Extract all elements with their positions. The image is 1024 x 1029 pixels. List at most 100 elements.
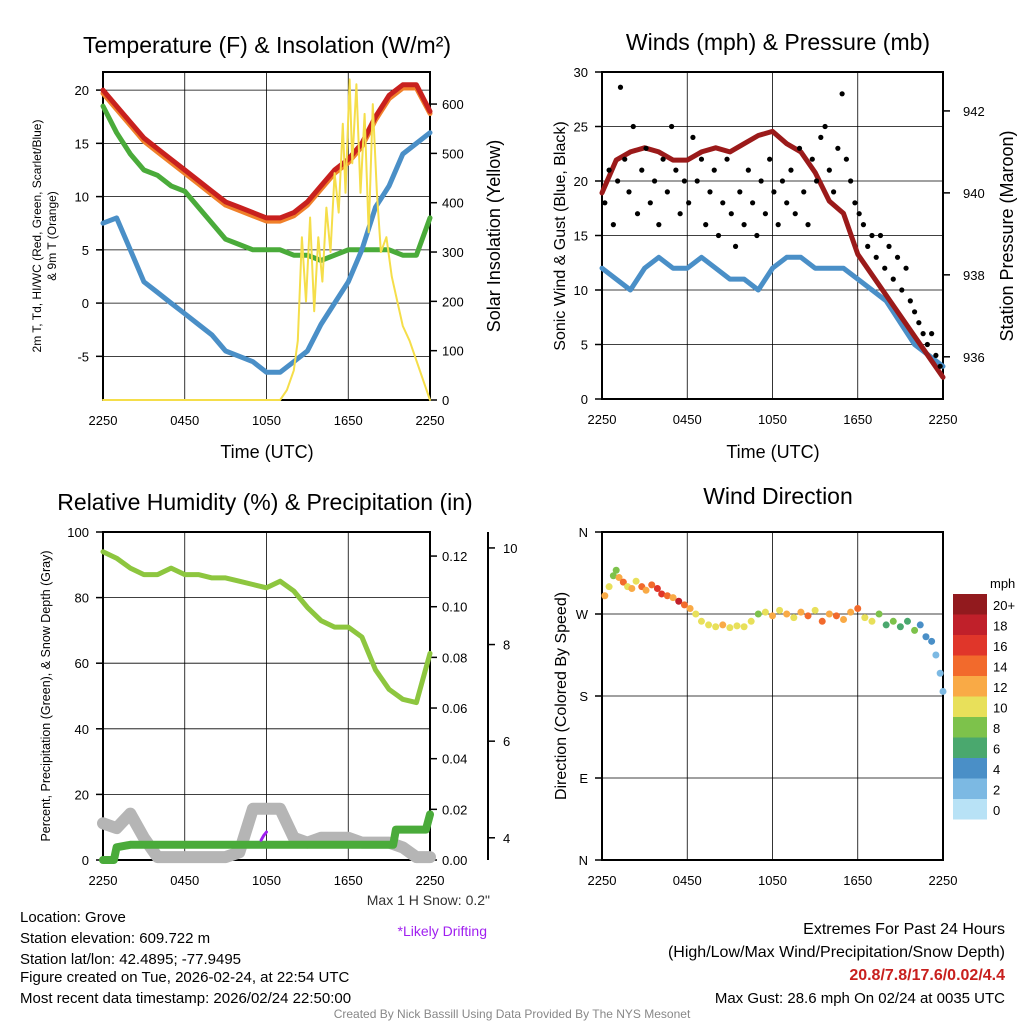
gust-point: [673, 167, 679, 173]
gust-point: [634, 211, 641, 217]
legend-swatch: [953, 676, 987, 697]
x-tick-label: 0450: [170, 413, 199, 428]
x-tick-label: 0450: [673, 873, 702, 888]
gust-point: [856, 211, 862, 217]
direction-point: [705, 621, 713, 629]
x-tick-label: 2250: [416, 413, 445, 428]
gust-point: [610, 222, 616, 228]
x-tick-label: 1050: [758, 412, 787, 427]
y-tick-label: N: [579, 853, 588, 868]
y-tick-label: -5: [77, 349, 89, 364]
direction-point: [916, 621, 924, 629]
direction-point: [669, 594, 677, 602]
gust-point: [907, 298, 913, 304]
gust-point: [924, 341, 930, 348]
legend-label: 10: [993, 701, 1007, 716]
direction-point: [680, 601, 688, 609]
gust-point: [929, 331, 935, 337]
gust-point: [711, 167, 717, 173]
x-tick-label: 1650: [843, 873, 872, 888]
credit-text: Created By Nick Bassill Using Data Provi…: [334, 1007, 691, 1021]
direction-point: [697, 617, 705, 625]
gust-point: [643, 145, 649, 151]
direction-point: [922, 633, 930, 641]
y2-tick-label: 0.04: [442, 752, 467, 767]
relative-humidity-line: [100, 549, 433, 706]
x-tick-label: 1050: [252, 873, 281, 888]
gust-point: [886, 243, 892, 249]
gust-point: [792, 211, 798, 217]
legend-swatch: [953, 737, 987, 758]
rh-y-label: Percent, Precipitation (Green), & Snow D…: [39, 550, 53, 841]
gust-point: [715, 232, 722, 239]
direction-point: [648, 581, 656, 589]
legend-swatch: [953, 758, 987, 779]
max-gust-text: Max Gust: 28.6 mph On 02/24 at 0035 UTC: [715, 990, 1005, 1007]
direction-point: [790, 614, 798, 622]
legend-swatch: [953, 717, 987, 738]
y2-tick-label: 400: [442, 196, 464, 211]
y2-tick-label: 0.08: [442, 650, 467, 665]
y-tick-label: S: [579, 689, 588, 704]
gust-point: [813, 178, 820, 184]
max-snow-annotation: Max 1 H Snow: 0.2": [367, 892, 490, 908]
gust-point: [903, 265, 909, 271]
gust-point: [622, 156, 628, 162]
direction-point: [825, 610, 833, 618]
likely-drifting-annotation: *Likely Drifting: [398, 923, 487, 939]
temp-y-label: 2m T, Td, HI/WC (Red, Green, Scarlet/Blu…: [30, 120, 44, 353]
direction-point: [882, 621, 890, 629]
direction-point: [601, 592, 609, 600]
legend-label: 0: [993, 803, 1000, 818]
y-tick-label: 0: [82, 296, 89, 311]
gust-point: [656, 222, 662, 228]
y-tick-label: W: [576, 607, 589, 622]
gust-point: [737, 189, 743, 195]
legend-label: 6: [993, 742, 1000, 757]
legend-label: 16: [993, 639, 1007, 654]
direction-point: [612, 566, 620, 574]
direction-point: [928, 637, 936, 645]
x-tick-label: 0450: [170, 873, 199, 888]
y2-tick-label: 0: [442, 393, 449, 408]
x-tick-label: 1050: [758, 873, 787, 888]
extremes-values: 20.8/7.8/17.6/0.02/4.4: [849, 967, 1005, 984]
y2-tick-label: 0.06: [442, 701, 467, 716]
gust-point: [686, 200, 692, 206]
legend-label: 20+: [993, 598, 1015, 613]
y-tick-label: 0: [581, 392, 588, 407]
y-tick-label: 80: [75, 591, 89, 606]
gust-point: [639, 167, 645, 173]
direction-point: [875, 610, 883, 618]
solar-insolation-line: [102, 78, 431, 401]
gust-point: [707, 189, 713, 195]
gust-point: [762, 211, 768, 217]
y2-tick-label: 0.12: [442, 549, 467, 564]
direction-point: [769, 612, 776, 620]
y2-tick-label: 942: [963, 104, 985, 119]
direction-point: [840, 615, 848, 623]
gust-point: [826, 167, 832, 173]
recent-data-text: Most recent data timestamp: 2026/02/24 2…: [20, 990, 351, 1007]
temp-x-label: Time (UTC): [220, 442, 313, 462]
y-tick-label: 100: [67, 525, 89, 540]
gust-point: [839, 91, 845, 97]
y2-tick-label: 938: [963, 268, 985, 283]
legend-swatch: [953, 655, 987, 676]
elevation-text: Station elevation: 609.722 m: [20, 930, 210, 947]
winds-chart-title: Winds (mph) & Pressure (mb): [626, 29, 930, 55]
legend-swatch: [953, 799, 987, 820]
y-tick-label: 25: [574, 120, 588, 135]
y-tick-label: E: [579, 771, 588, 786]
direction-point: [605, 583, 613, 591]
y-tick-label: 40: [75, 722, 89, 737]
snow-tick-label: 6: [503, 734, 510, 749]
gust-point: [843, 156, 849, 162]
direction-point: [761, 608, 769, 616]
gust-point: [890, 276, 896, 282]
gust-point: [899, 287, 905, 293]
direction-point: [832, 612, 840, 620]
gust-point: [630, 123, 636, 130]
x-tick-label: 2250: [588, 412, 617, 427]
